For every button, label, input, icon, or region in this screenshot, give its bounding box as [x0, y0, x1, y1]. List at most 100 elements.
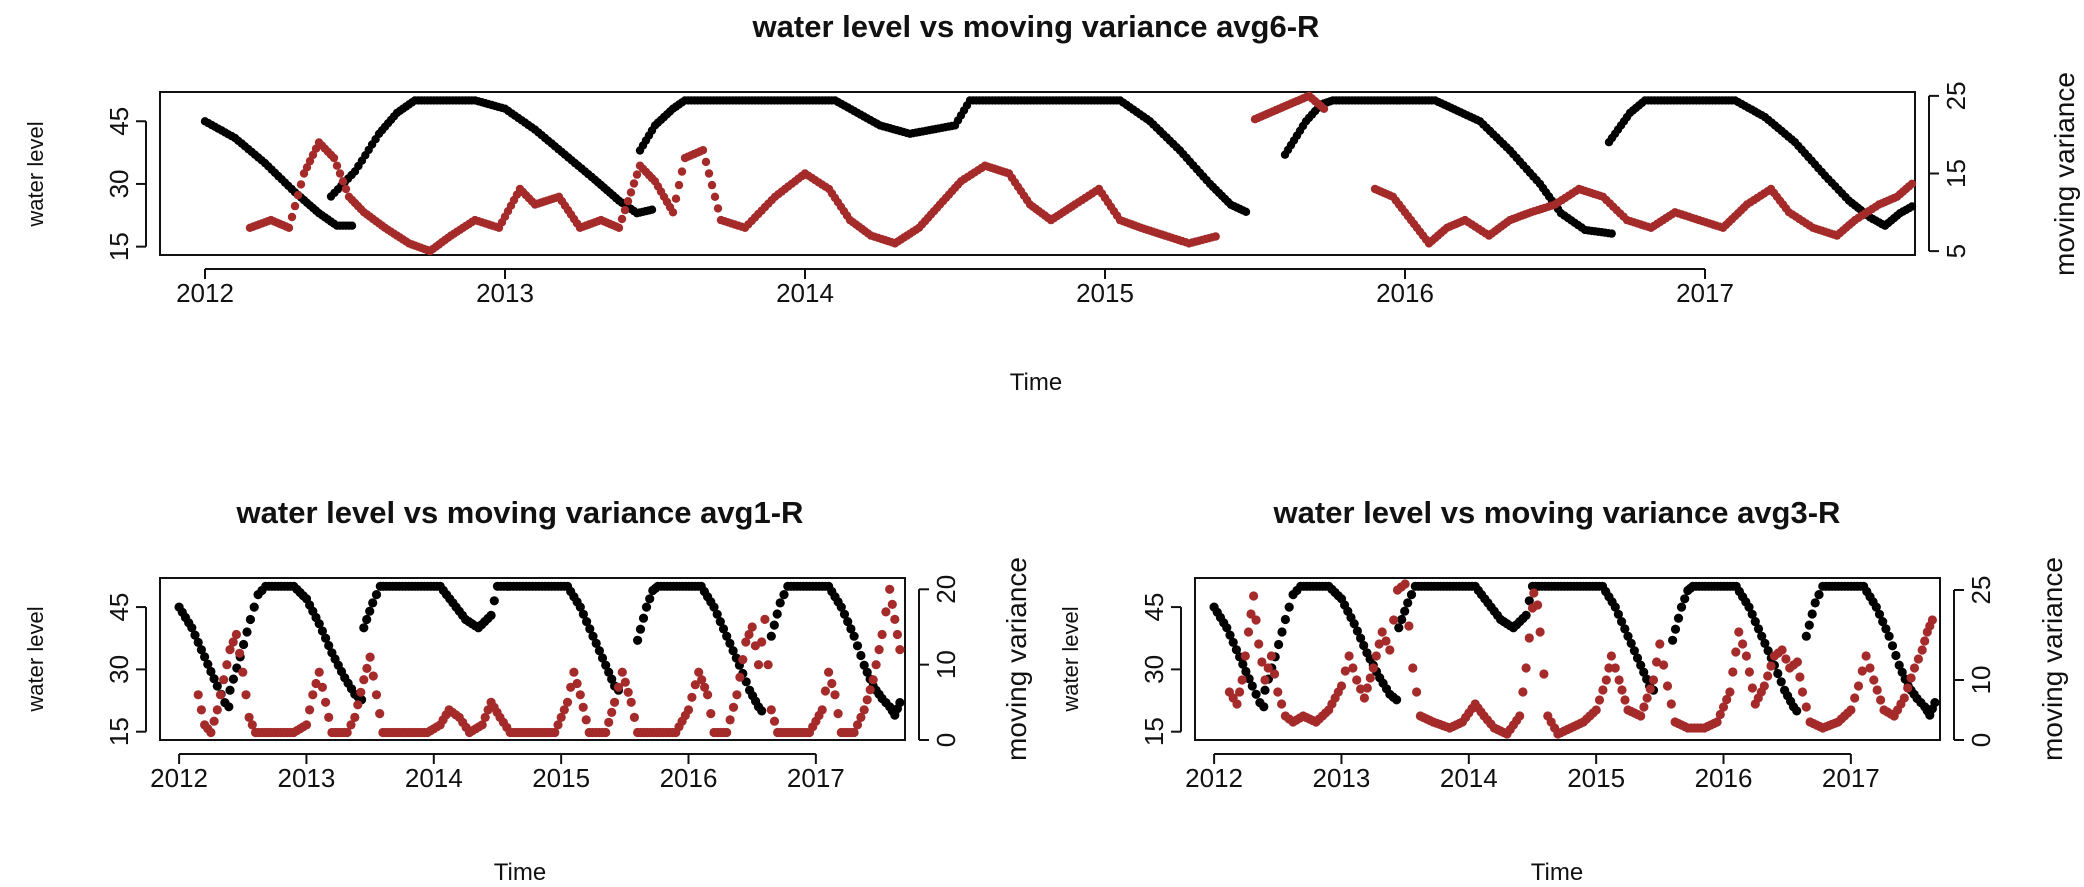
x-tick-label: 2016 [1695, 763, 1753, 793]
data-point [1359, 640, 1369, 651]
data-point [1371, 651, 1381, 661]
data-point [371, 690, 382, 700]
data-point [1237, 675, 1247, 685]
x-axis-label: Time [1531, 859, 1583, 886]
data-point [1629, 646, 1639, 656]
data-point [371, 590, 382, 600]
data-point [1666, 699, 1676, 709]
data-point [1797, 687, 1808, 697]
chart-title: water level vs moving variance avg1-R [236, 495, 804, 530]
data-point [1760, 638, 1770, 649]
data-point [617, 667, 627, 677]
data-point [1871, 602, 1881, 612]
data-point [1744, 667, 1754, 677]
data-point [769, 620, 779, 630]
y-axis-label-left: water level [23, 121, 48, 227]
data-point [575, 690, 585, 700]
data-point [1670, 624, 1681, 634]
data-point [1620, 624, 1630, 634]
data-point [1392, 695, 1402, 705]
data-point [1521, 663, 1531, 673]
data-point [700, 682, 710, 692]
data-point [287, 212, 297, 222]
data-point [1662, 681, 1673, 691]
data-point [203, 659, 213, 669]
data-point [362, 614, 372, 625]
data-point [241, 690, 251, 700]
data-point [324, 712, 334, 723]
data-point [1639, 667, 1649, 677]
data-point [623, 687, 633, 697]
data-point [562, 697, 573, 707]
data-point [1368, 663, 1378, 673]
data-point [1906, 673, 1916, 683]
data-point [1792, 657, 1802, 667]
series-moving-variance [193, 584, 905, 738]
x-tick-label: 2012 [1185, 763, 1243, 793]
data-point [321, 697, 331, 707]
data-point [1270, 669, 1280, 679]
y-tick-label-right: 5 [1941, 244, 1971, 258]
data-point [694, 667, 704, 677]
data-point [317, 682, 327, 692]
data-point [1804, 620, 1814, 630]
data-point [633, 635, 643, 645]
data-point [704, 169, 714, 178]
data-point [1280, 614, 1290, 625]
data-point [224, 702, 234, 712]
data-point [1712, 717, 1722, 727]
data-point [1336, 681, 1347, 691]
data-point [713, 204, 723, 213]
series-moving-variance [245, 91, 1917, 256]
data-point [193, 637, 203, 648]
data-point [1857, 666, 1867, 676]
data-point [1648, 675, 1659, 685]
data-point [1344, 651, 1354, 661]
data-point [1397, 614, 1407, 625]
data-point [610, 697, 620, 707]
data-point [1897, 667, 1907, 677]
data-point [1907, 202, 1917, 211]
x-tick-label: 2013 [1313, 763, 1371, 793]
data-point [843, 617, 853, 627]
data-point [683, 705, 694, 715]
y-tick-label-left: 30 [104, 655, 134, 684]
chart-title: water level vs moving variance avg3-R [1273, 495, 1841, 530]
data-point [1617, 617, 1627, 627]
data-point [1623, 631, 1633, 641]
data-point [1274, 639, 1284, 650]
data-point [747, 622, 757, 632]
data-point [1613, 609, 1623, 619]
data-point [706, 709, 716, 719]
data-point [293, 191, 303, 200]
data-point [1232, 699, 1242, 709]
data-point [856, 650, 866, 661]
y-tick-label-right: 20 [931, 575, 961, 604]
data-point [1266, 651, 1276, 661]
data-point [1238, 659, 1248, 669]
data-point [1610, 663, 1620, 673]
data-point [1909, 663, 1920, 673]
data-point [308, 690, 318, 700]
data-point [1240, 651, 1250, 661]
data-point [1403, 598, 1413, 608]
data-point [1636, 711, 1646, 721]
data-point [1251, 615, 1261, 625]
data-point [1894, 660, 1904, 670]
y-tick-label-left: 45 [104, 107, 134, 136]
x-axis: 2012 2013 2014 2015 2016 2017 [150, 753, 845, 793]
data-point [607, 674, 617, 684]
data-point [1781, 654, 1791, 664]
data-point [480, 712, 490, 723]
data-point [1899, 693, 1909, 703]
data-point [645, 594, 655, 604]
chart-panel-avg3: water level vs moving variance avg3-R 20… [1058, 495, 2068, 886]
data-point [365, 606, 375, 616]
data-point [591, 638, 601, 649]
data-point [588, 631, 598, 641]
data-marks [174, 581, 905, 738]
data-point [1521, 610, 1531, 621]
y-axis-label-right: moving variance [2049, 72, 2080, 276]
chart-title: water level vs moving variance avg6-R [752, 9, 1320, 44]
data-point [1243, 627, 1254, 637]
